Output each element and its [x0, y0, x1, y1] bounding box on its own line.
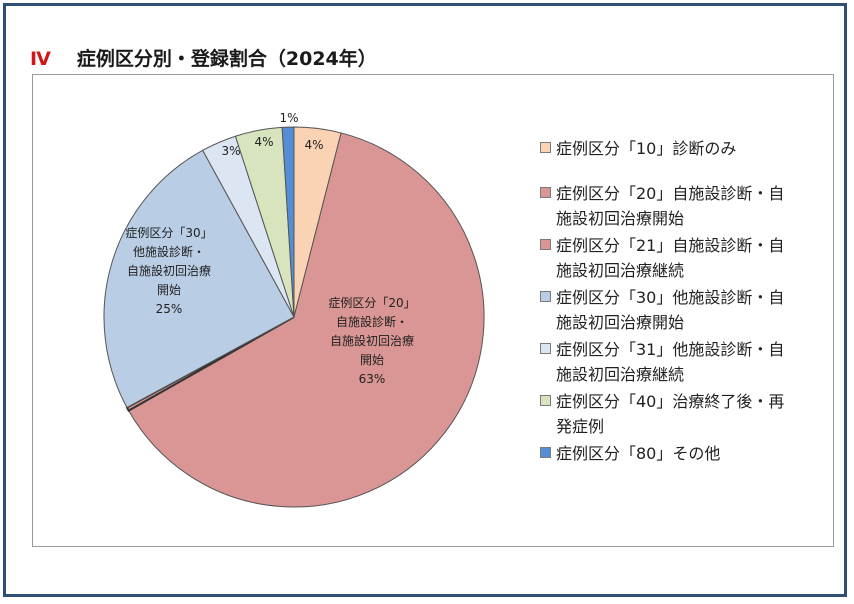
- pie-slice-3: [103, 149, 295, 409]
- pie-data-label-3-line-1: 他施設診断・: [133, 244, 205, 259]
- legend-label-4-line-1: 施設初回治療継続: [556, 365, 685, 384]
- legend-label-1-line-1: 施設初回治療開始: [556, 209, 685, 228]
- chart-legend: 症例区分「10」診断のみ 症例区分「20」自施設診断・自 施設初回治療開始 症例区分「…: [540, 136, 820, 466]
- pie-chart: 4%症例区分「20」自施設診断・自施設初回治療開始63%症例区分「30」他施設診…: [103, 111, 485, 508]
- legend-swatch-4: [540, 343, 551, 354]
- pie-data-label-0: 4%: [304, 138, 323, 152]
- legend-swatch-0: [540, 142, 551, 153]
- pie-slice-6: [281, 126, 295, 318]
- legend-swatch-6: [540, 447, 551, 458]
- legend-label-5: 症例区分「40」治療終了後・再 発症例: [556, 389, 784, 439]
- pie-slice-1: [127, 132, 485, 508]
- legend-label-6: 症例区分「80」その他: [556, 441, 720, 466]
- legend-item-3: 症例区分「30」他施設診断・自 施設初回治療開始: [540, 285, 820, 335]
- legend-label-6-line-0: 症例区分「80」その他: [556, 444, 721, 463]
- section-number: Ⅳ: [30, 48, 51, 70]
- pie-data-label-3-line-4: 25%: [156, 302, 183, 316]
- legend-swatch-2: [540, 239, 551, 250]
- pie-data-label-1-line-3: 開始: [360, 353, 384, 367]
- legend-swatch-1: [540, 187, 551, 198]
- legend-label-4: 症例区分「31」他施設診断・自 施設初回治療継続: [556, 337, 784, 387]
- legend-label-2-line-1: 施設初回治療継続: [556, 261, 685, 280]
- legend-item-0: 症例区分「10」診断のみ: [540, 136, 820, 161]
- pie-data-label-3-line-2: 自施設初回治療: [127, 263, 211, 278]
- pie-data-label-3-line-3: 開始: [157, 283, 181, 297]
- section-heading: Ⅳ 症例区分別・登録割合（2024年）: [30, 44, 377, 71]
- legend-label-3-line-1: 施設初回治療開始: [556, 313, 685, 332]
- legend-item-2: 症例区分「21」自施設診断・自 施設初回治療継続: [540, 233, 820, 283]
- legend-label-5-line-0: 症例区分「40」治療終了後・再: [556, 392, 785, 411]
- legend-label-4-line-0: 症例区分「31」他施設診断・自: [556, 340, 785, 359]
- pie-data-label-3-line-0: 症例区分「30」: [125, 225, 212, 240]
- chart-title: 症例区分別・登録割合（2024年）: [76, 48, 377, 70]
- legend-label-3-line-0: 症例区分「30」他施設診断・自: [556, 288, 785, 307]
- chart-area: 4% 症例区分「20」 自施設診断・ 自施設初回治療 開始 63% 症例区分「30」 他施設診…: [32, 74, 834, 547]
- legend-label-1-line-0: 症例区分「20」自施設診断・自: [556, 184, 785, 203]
- legend-label-0: 症例区分「10」診断のみ: [556, 136, 736, 161]
- legend-label-2-line-0: 症例区分「21」自施設診断・自: [556, 236, 785, 255]
- legend-label-3: 症例区分「30」他施設診断・自 施設初回治療開始: [556, 285, 784, 335]
- legend-label-5-line-1: 発症例: [556, 417, 605, 436]
- legend-label-1: 症例区分「20」自施設診断・自 施設初回治療開始: [556, 181, 784, 231]
- pie-data-label-1-line-4: 63%: [359, 372, 386, 386]
- legend-swatch-3: [540, 291, 551, 302]
- legend-item-1: 症例区分「20」自施設診断・自 施設初回治療開始: [540, 181, 820, 231]
- legend-swatch-5: [540, 395, 551, 406]
- legend-label-2: 症例区分「21」自施設診断・自 施設初回治療継続: [556, 233, 784, 283]
- pie-data-label-6: 1%: [279, 111, 298, 125]
- legend-item-5: 症例区分「40」治療終了後・再 発症例: [540, 389, 820, 439]
- pie-data-label-5: 4%: [254, 135, 273, 149]
- pie-data-label-1-line-1: 自施設診断・: [336, 314, 408, 329]
- pie-data-label-4: 3%: [221, 144, 240, 158]
- legend-item-6: 症例区分「80」その他: [540, 441, 820, 466]
- pie-data-label-1-line-0: 症例区分「20」: [328, 295, 415, 310]
- legend-item-4: 症例区分「31」他施設診断・自 施設初回治療継続: [540, 337, 820, 387]
- pie-data-label-1-line-2: 自施設初回治療: [330, 333, 414, 348]
- legend-label-0-line-0: 症例区分「10」診断のみ: [556, 139, 737, 158]
